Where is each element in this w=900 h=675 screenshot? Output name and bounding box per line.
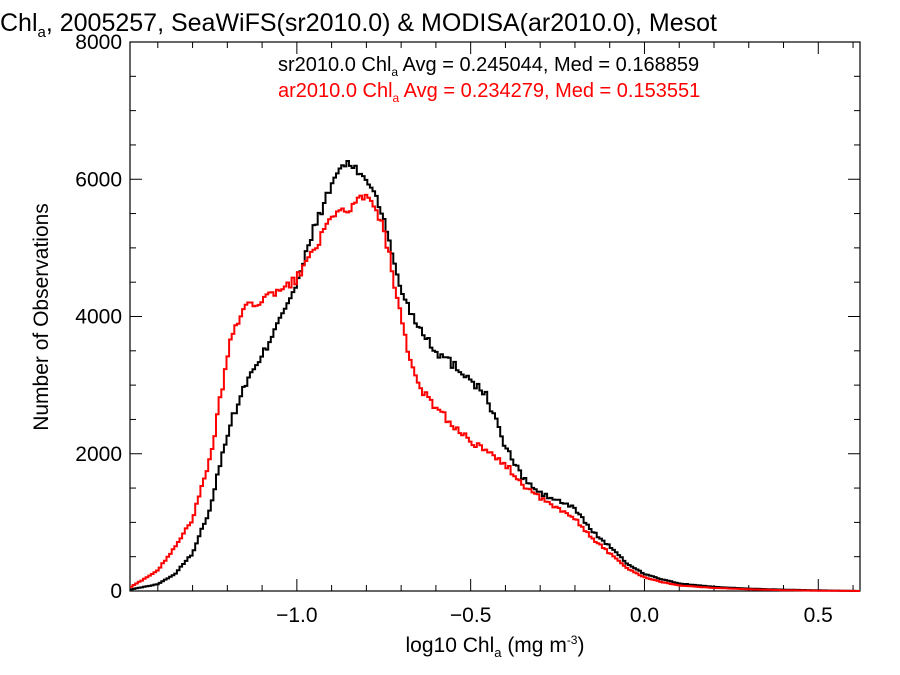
series-line-ar2010-0 — [130, 193, 860, 592]
x-tick-label: −0.5 — [450, 604, 491, 627]
title-subscript: a — [38, 24, 47, 41]
legend-entry-ar2010: ar2010.0 Chla Avg = 0.234279, Med = 0.15… — [278, 80, 700, 105]
x-axis-label: log10 Chla (mg m-3) — [406, 633, 585, 660]
chart-title: Chla, 2005257, SeaWiFS(sr2010.0) & MODIS… — [0, 9, 717, 41]
y-tick-label: 0 — [110, 580, 122, 603]
x-tick-label: 0.0 — [630, 604, 659, 627]
y-axis: 0 2000 4000 6000 8000 — [75, 31, 860, 603]
y-tick-label: 6000 — [75, 168, 122, 191]
x-tick-label: −1.0 — [276, 604, 317, 627]
legend-entry-sr2010: sr2010.0 Chla Avg = 0.245044, Med = 0.16… — [278, 54, 699, 79]
title-main: Chl — [0, 9, 38, 37]
x-axis: −1.0 −0.5 0.0 0.5 — [157, 42, 854, 627]
y-tick-label: 4000 — [75, 306, 122, 329]
svg-text:Chla, 2005257, SeaWiFS(sr2010.: Chla, 2005257, SeaWiFS(sr2010.0) & MODIS… — [0, 9, 717, 41]
series-layer — [130, 160, 860, 592]
y-tick-label: 8000 — [75, 31, 122, 54]
title-rest: , 2005257, SeaWiFS(sr2010.0) & MODISA(ar… — [46, 9, 717, 37]
y-tick-label: 2000 — [75, 443, 122, 466]
y-axis-label: Number of Observations — [30, 203, 53, 431]
x-tick-label: 0.5 — [804, 604, 833, 627]
legend: sr2010.0 Chla Avg = 0.245044, Med = 0.16… — [278, 54, 700, 105]
series-line-sr2010-0 — [130, 160, 860, 592]
